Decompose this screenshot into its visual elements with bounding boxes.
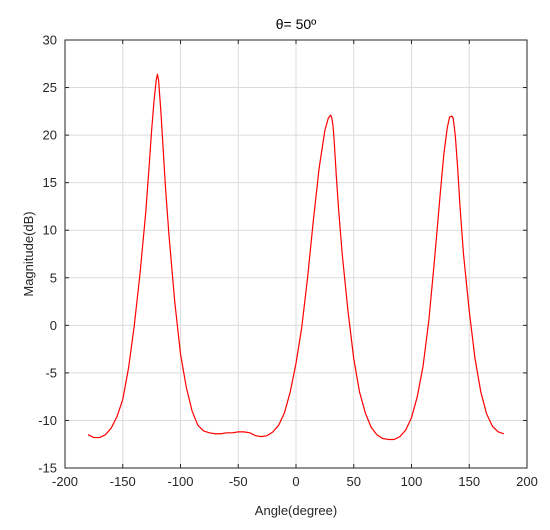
y-tick-label: -5 [45,365,57,380]
y-tick-label: 0 [50,318,57,333]
y-axis-label: Magnitude(dB) [21,211,36,296]
x-tick-label: 200 [516,474,538,489]
y-tick-label: 25 [43,80,57,95]
x-tick-label: -50 [229,474,248,489]
x-tick-label: -200 [52,474,78,489]
y-tick-label: 20 [43,128,57,143]
x-tick-label: -150 [110,474,136,489]
grid-lines [64,39,528,469]
axis-ticks [64,39,528,469]
x-tick-labels: -200 -150 -100 -50 0 50 100 150 200 [52,474,538,489]
series-line [87,73,505,441]
y-tick-label: 30 [43,33,57,48]
x-tick-label: 150 [458,474,480,489]
y-tick-label: 15 [43,175,57,190]
y-tick-label: -15 [38,461,57,476]
x-tick-label: 50 [347,474,361,489]
y-tick-label: 10 [43,223,57,238]
x-tick-label: 100 [401,474,423,489]
x-tick-label: -100 [167,474,193,489]
x-tick-label: 0 [292,474,299,489]
y-tick-labels: -15 -10 -5 0 5 10 15 20 25 30 [38,33,57,476]
y-tick-label: -10 [38,413,57,428]
y-tick-label: 5 [50,270,57,285]
x-axis-label: Angle(degree) [255,503,337,518]
chart-title: θ= 50º [276,16,317,32]
